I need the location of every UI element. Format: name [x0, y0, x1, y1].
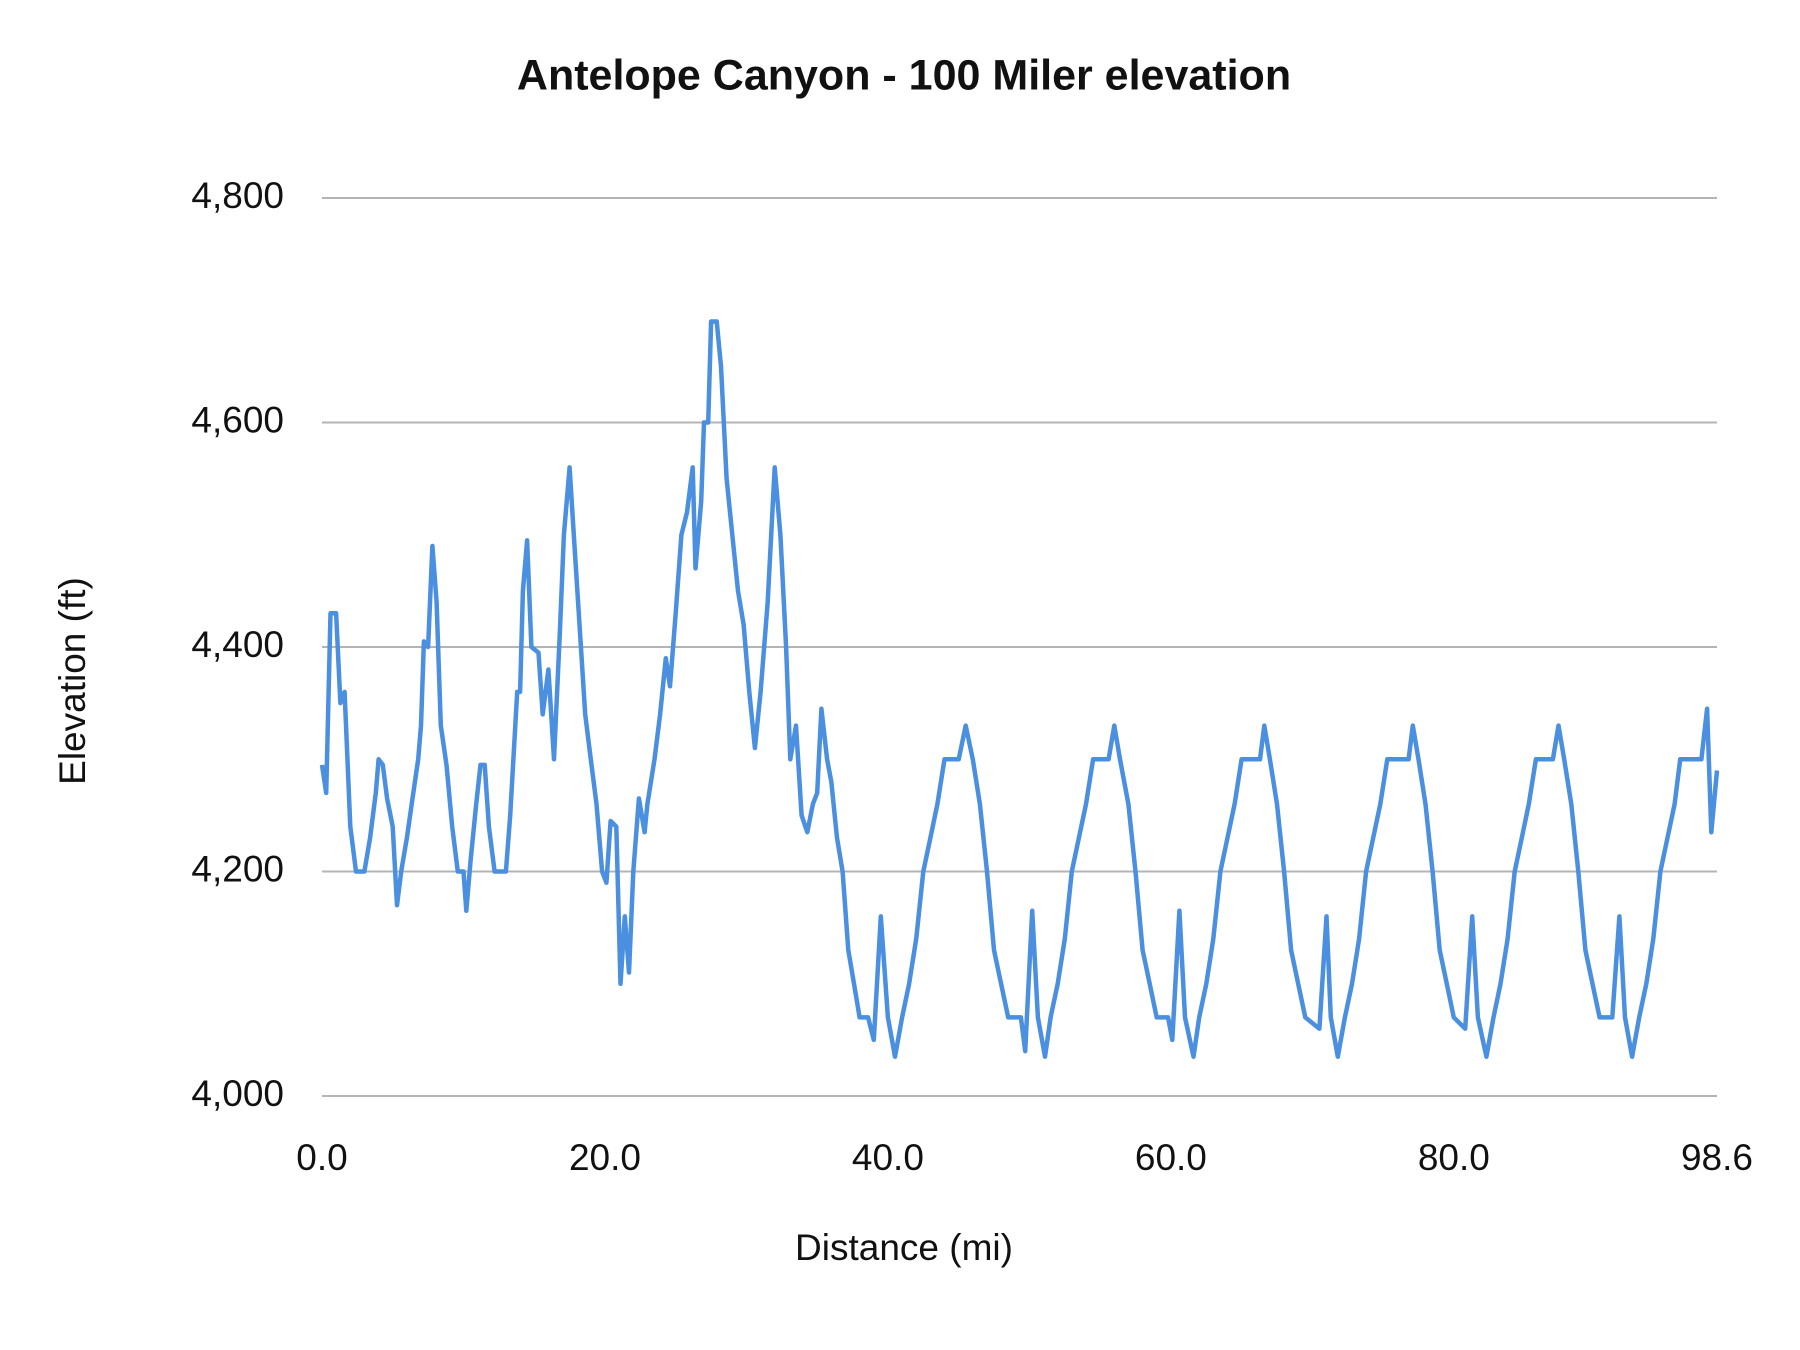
chart-title: Antelope Canyon - 100 Miler elevation	[517, 51, 1291, 99]
x-tick-label: 98.6	[1681, 1137, 1753, 1178]
x-axis-label: Distance (mi)	[795, 1227, 1013, 1268]
y-tick-label: 4,200	[191, 848, 284, 889]
y-axis-label: Elevation (ft)	[52, 577, 93, 785]
x-tick-label: 40.0	[852, 1137, 924, 1178]
y-tick-label: 4,400	[191, 624, 284, 665]
x-tick-label: 80.0	[1418, 1137, 1490, 1178]
x-tick-label: 0.0	[296, 1137, 347, 1178]
y-tick-label: 4,600	[191, 399, 284, 440]
y-tick-label: 4,000	[191, 1073, 284, 1114]
x-tick-label: 60.0	[1135, 1137, 1207, 1178]
elevation-line	[319, 319, 1720, 1059]
x-tick-label: 20.0	[569, 1137, 641, 1178]
y-tick-label: 4,800	[191, 175, 284, 216]
